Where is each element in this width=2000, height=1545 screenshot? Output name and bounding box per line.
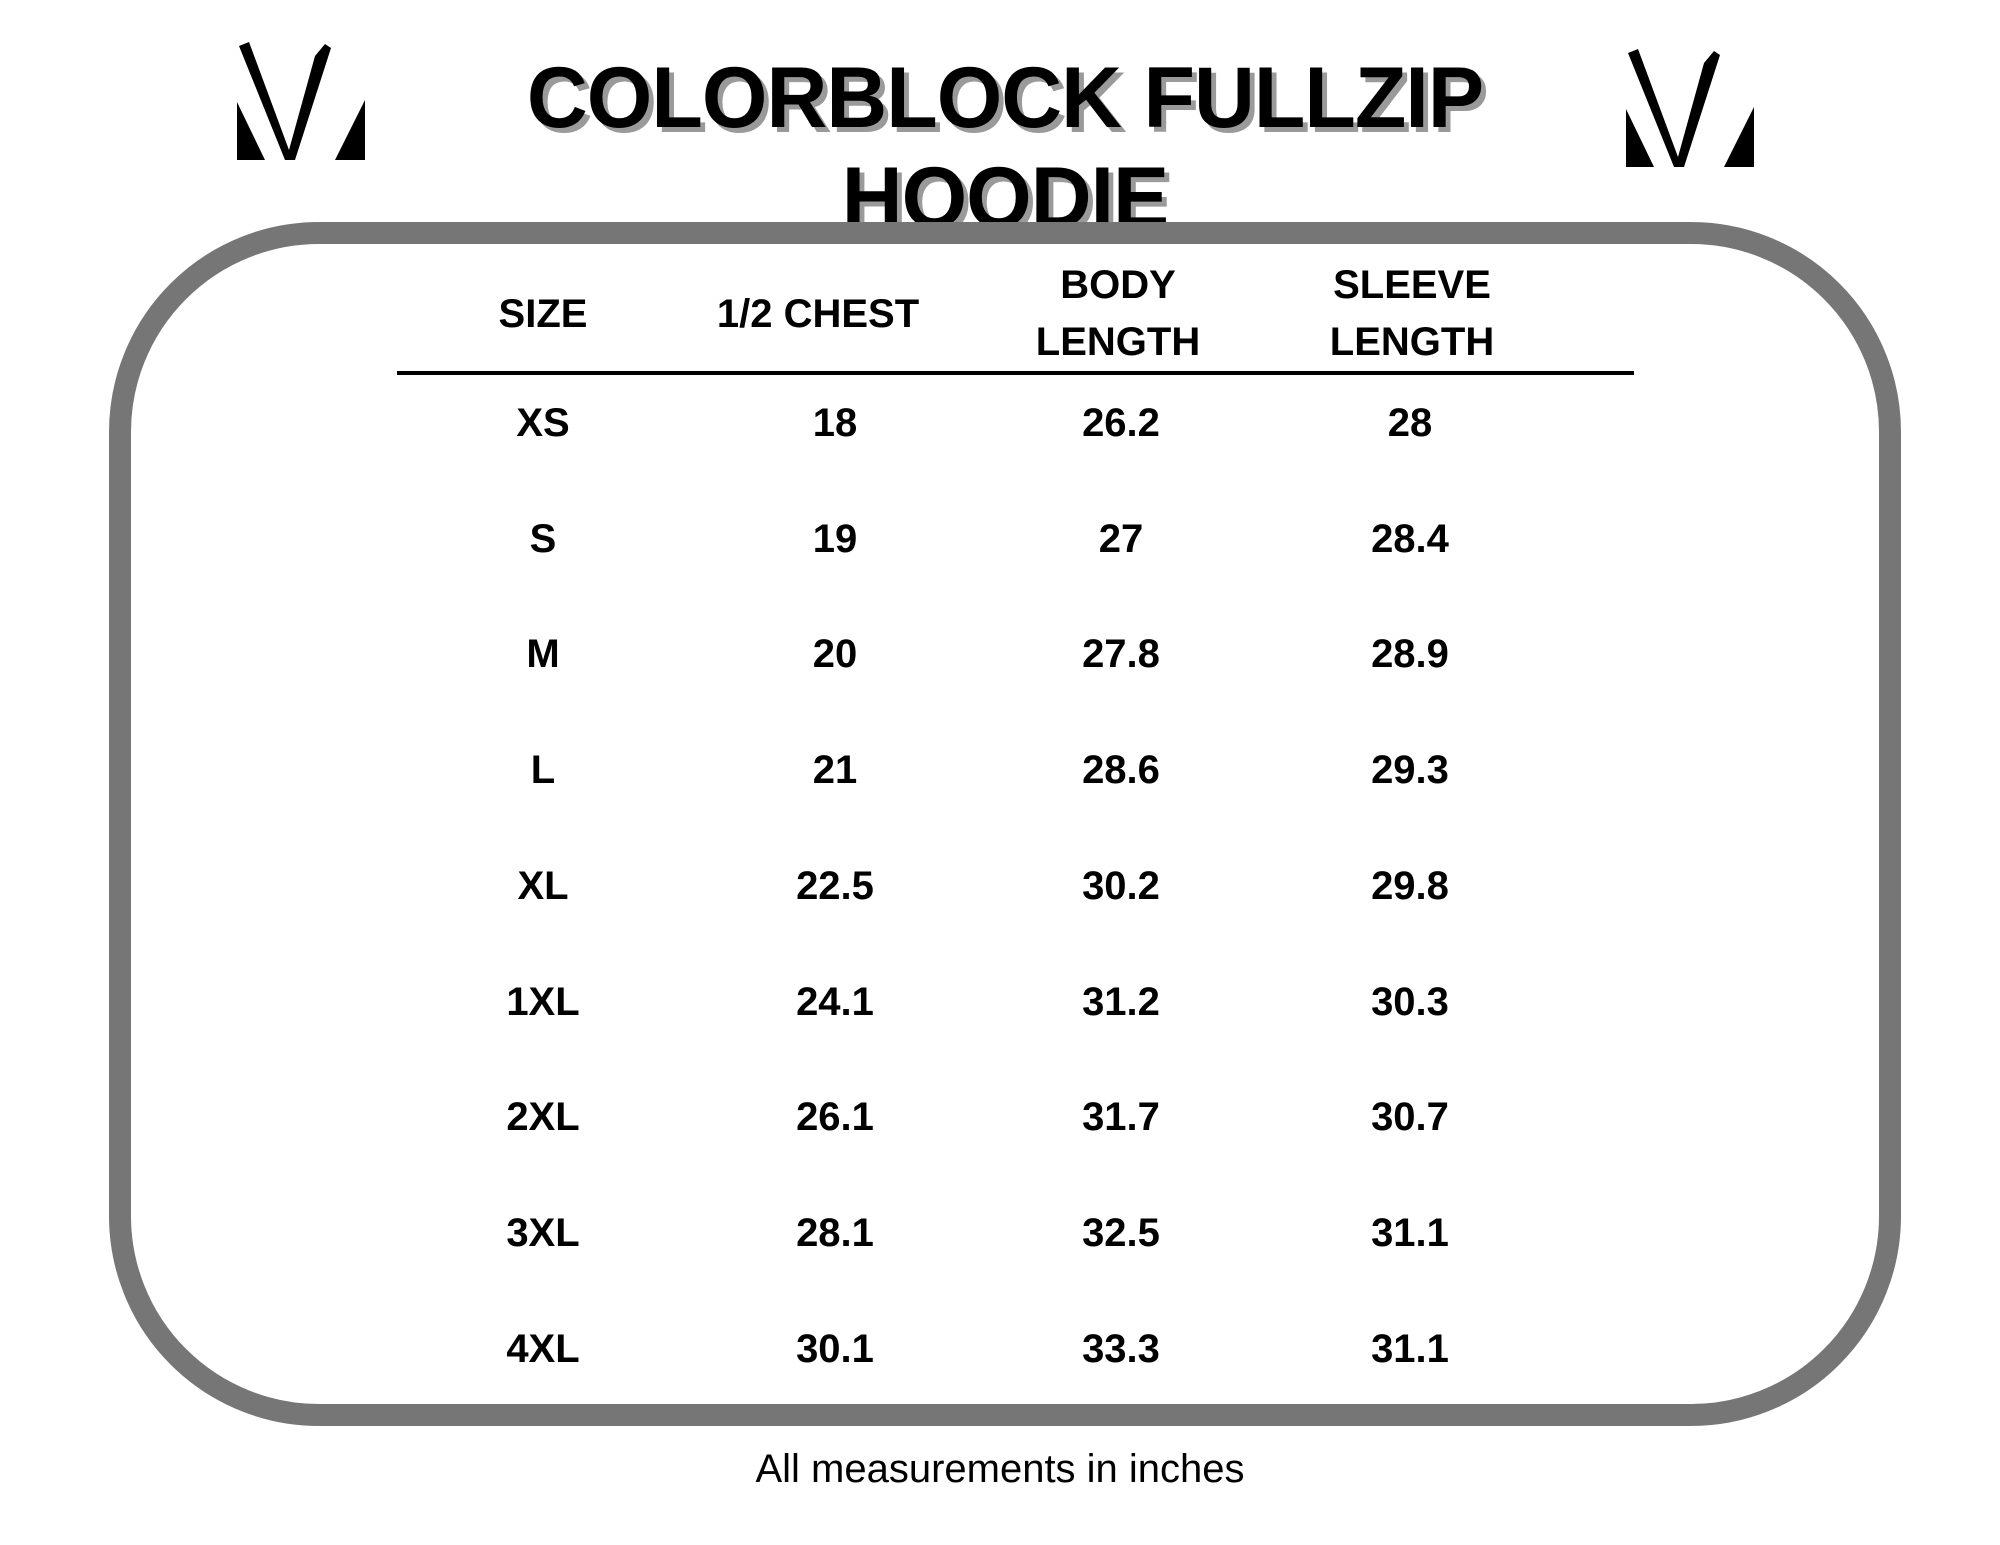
body-length-cell: 33.3 [1082,1326,1160,1371]
header-line: 1/2 CHEST [716,292,920,336]
sleeve-length-cell: 28.4 [1371,516,1449,561]
body-length-cell: 31.2 [1082,979,1160,1024]
size-cell: 4XL [506,1326,580,1371]
brand-logo-left-icon [237,42,365,160]
header-line: LENGTH [1035,320,1201,364]
size-cell: 3XL [506,1210,580,1255]
body-length-cell: 27.8 [1082,632,1160,677]
chest-cell: 28.1 [796,1210,874,1255]
chest-cell: 30.1 [796,1326,874,1371]
chest-cell: 21 [812,748,858,793]
size-cell: 1XL [506,979,580,1024]
header-half-chest: 1/2 CHEST [658,286,978,343]
size-cell: 2XL [506,1095,580,1140]
chest-cell: 19 [812,516,858,561]
sleeve-length-cell: 30.7 [1371,1095,1449,1140]
sleeve-length-cell: 29.8 [1371,863,1449,908]
header-size: SIZE [383,286,703,343]
size-cell: XL [517,863,569,908]
header-line: SLEEVE [1333,263,1491,307]
body-length-cell: 28.6 [1082,748,1160,793]
size-cell: S [529,516,557,561]
header-line: SIZE [498,292,588,336]
size-chart-frame [109,222,1901,1426]
sleeve-length-cell: 28.9 [1371,632,1449,677]
sleeve-length-cell: 29.3 [1371,748,1449,793]
measurement-note: All measurements in inches [755,1447,1245,1491]
sleeve-length-cell: 30.3 [1371,979,1449,1024]
chest-cell: 26.1 [796,1095,874,1140]
header-line: BODY [1060,263,1176,307]
body-length-cell: 30.2 [1082,863,1160,908]
sleeve-length-cell: 28 [1387,401,1433,445]
body-length-cell: 26.2 [1082,401,1160,445]
sleeve-length-cell: 31.1 [1371,1326,1449,1371]
header-line: LENGTH [1329,320,1495,364]
brand-logo-right-icon [1626,49,1754,167]
body-length-cell: 27 [1098,516,1144,561]
page-title: COLORBLOCK FULLZIP HOODIE [526,50,1484,246]
header-body-length: BODY LENGTH [958,257,1278,371]
chest-cell: 24.1 [796,979,874,1024]
size-cell: L [530,748,556,793]
chest-cell: 18 [812,401,858,445]
sleeve-length-cell: 31.1 [1371,1210,1449,1255]
body-length-cell: 32.5 [1082,1210,1160,1255]
header-sleeve-length: SLEEVE LENGTH [1252,257,1572,371]
size-cell: M [526,632,560,677]
size-cell: XS [516,401,570,445]
chest-cell: 20 [812,632,858,677]
body-length-cell: 31.7 [1082,1095,1160,1140]
chest-cell: 22.5 [796,863,874,908]
header-divider [397,371,1634,375]
